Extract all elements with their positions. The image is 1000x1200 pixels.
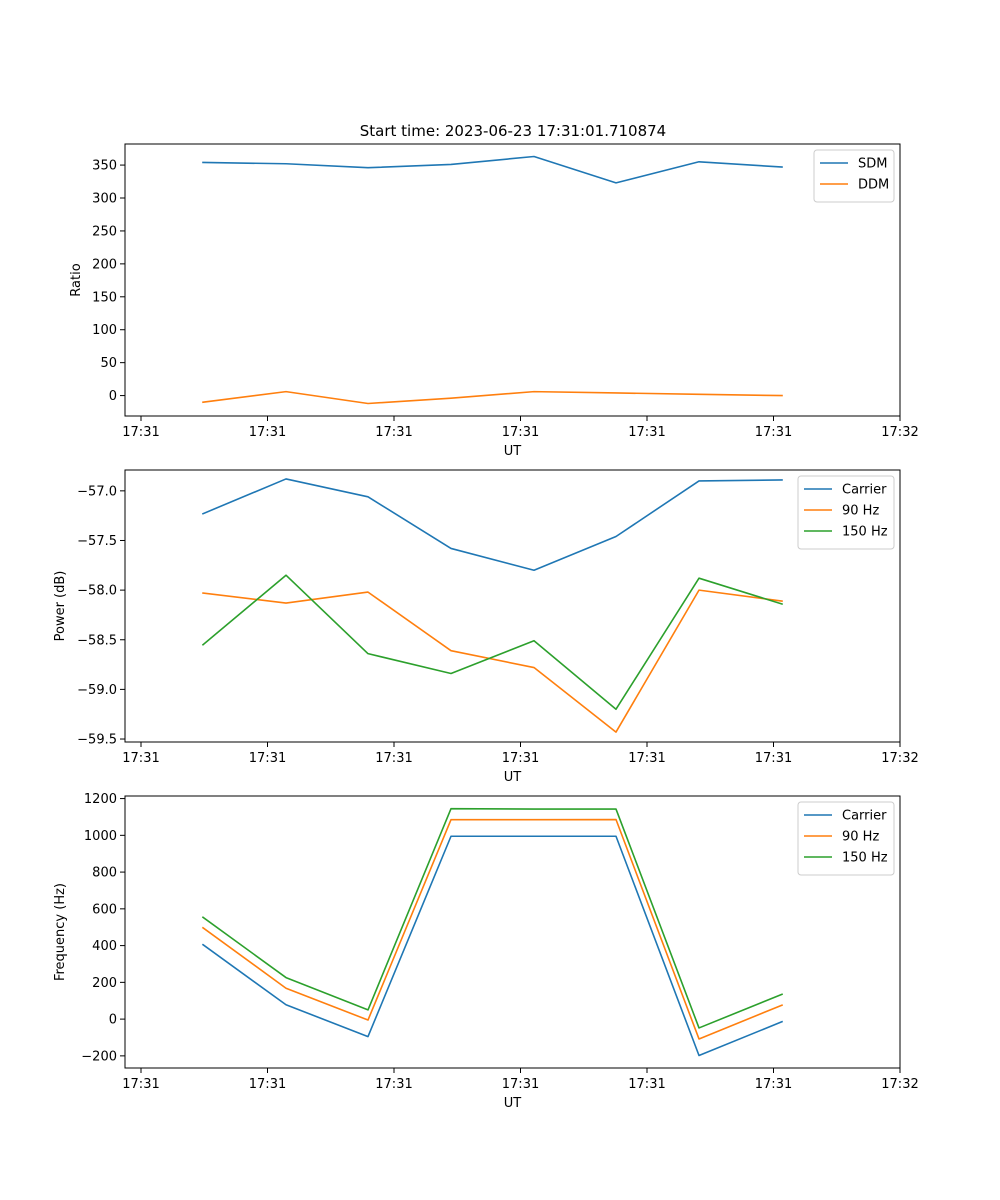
x-tick-label: 17:31 [249,425,286,440]
x-tick-label: 17:31 [122,425,159,440]
legend-label: Carrier [842,809,887,824]
x-tick-label: 17:31 [628,425,665,440]
y-tick-label: −59.5 [77,733,117,748]
y-tick-label: −200 [81,1049,117,1064]
x-axis-label: UT [504,444,522,459]
series-line-3-2 [201,818,784,1040]
y-tick-label: 250 [92,224,117,239]
y-tick-label: −59.0 [77,683,117,698]
legend-label: 90 Hz [842,830,879,845]
y-tick-label: −58.0 [77,584,117,599]
y-tick-label: −58.5 [77,633,117,648]
series-line-1-1 [202,155,783,184]
x-tick-label: 17:31 [502,1077,539,1092]
y-tick-label: 350 [92,159,117,174]
series-line-2-1 [201,478,783,572]
subplot-1: 17:31 17:31 17:31 17:31 17:31 17:31 17:32 0 50 10… [69,143,919,459]
plot-frame [124,795,901,1069]
legend-label: Carrier [842,483,887,498]
y-axis-label: Power (dB) [53,571,68,642]
y-axis-label: Ratio [69,263,84,296]
series-line-3-3 [201,807,784,1029]
x-tick-label: 17:31 [628,1077,665,1092]
legend-label: DDM [858,178,889,193]
x-tick-label: 17:31 [502,751,539,766]
legend: Carrier 90 Hz 150 Hz [797,801,895,876]
y-tick-label: 150 [92,290,117,305]
y-tick-label: 1200 [84,792,117,807]
y-tick-label: 100 [92,323,117,338]
x-tick-label: 17:31 [375,1077,412,1092]
legend-label: SDM [858,157,887,172]
subplot-2: 17:31 17:31 17:31 17:31 17:31 17:31 17:32 −59.5… [53,469,919,785]
series-line-1-2 [202,390,783,405]
y-tick-label: 600 [92,902,117,917]
legend-label: 90 Hz [842,504,879,519]
y-tick-label: 200 [92,257,117,272]
x-tick-label: 17:31 [755,751,792,766]
y-tick-label: 400 [92,939,117,954]
subplot-3: 17:31 17:31 17:31 17:31 17:31 17:31 17:32 −200 0… [53,792,919,1111]
legend-label: 150 Hz [842,525,888,540]
x-tick-label: 17:31 [122,751,159,766]
x-tick-label: 17:31 [375,425,412,440]
x-tick-label: 17:32 [881,1077,918,1092]
y-tick-label: 50 [100,356,117,371]
chart-title: Start time: 2023-06-23 17:31:01.710874 [360,122,666,140]
x-tick-label: 17:32 [881,751,918,766]
x-tick-label: 17:31 [249,1077,286,1092]
y-tick-label: 200 [92,976,117,991]
x-tick-label: 17:31 [755,1077,792,1092]
x-tick-label: 17:31 [375,751,412,766]
legend-label: 150 Hz [842,851,888,866]
y-tick-label: −57.0 [77,484,117,499]
y-tick-label: 0 [109,389,117,404]
y-axis-label: Frequency (Hz) [53,883,68,981]
x-axis-label: UT [504,1096,522,1111]
y-tick-label: 300 [92,192,117,207]
x-axis-label: UT [504,770,522,785]
y-tick-label: 0 [109,1013,117,1028]
x-tick-label: 17:31 [755,425,792,440]
series-line-3-1 [201,835,784,1057]
x-tick-label: 17:31 [249,751,286,766]
series-line-2-3 [201,574,784,711]
x-tick-label: 17:31 [628,751,665,766]
legend: SDM DDM [813,149,895,203]
y-tick-label: −57.5 [77,534,117,549]
legend: Carrier 90 Hz 150 Hz [797,475,895,550]
plot-frame [124,143,901,417]
y-tick-label: 1000 [84,829,117,844]
plot-frame [124,469,901,743]
series-line-2-2 [202,589,783,733]
x-tick-label: 17:32 [881,425,918,440]
subplots: 17:31 17:31 17:31 17:31 17:31 17:31 17:32 0 50 10… [53,143,919,1111]
x-tick-label: 17:31 [502,425,539,440]
x-tick-label: 17:31 [122,1077,159,1092]
y-tick-label: 800 [92,866,117,881]
